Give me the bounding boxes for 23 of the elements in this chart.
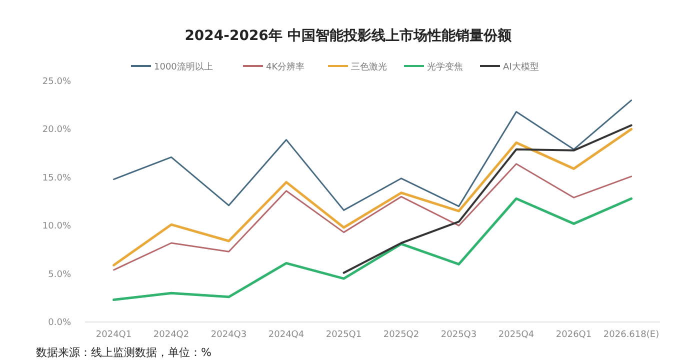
y-tick-label: 20.0% — [42, 125, 72, 136]
x-tick-label: 2024Q1 — [96, 330, 132, 340]
legend-label: 4K分辨率 — [266, 62, 305, 72]
x-tick-label: 2026.618(E) — [603, 330, 660, 340]
annotation: 数据来源：线上监测数据，单位：% — [36, 346, 212, 359]
legend-label: 光学变焦 — [427, 62, 463, 72]
x-tick-label: 2026Q1 — [556, 330, 592, 340]
y-tick-label: 0.0% — [48, 318, 72, 328]
x-tick-label: 2025Q4 — [498, 330, 534, 340]
y-tick-label: 25.0% — [42, 77, 72, 87]
x-tick-label: 2024Q2 — [153, 330, 190, 340]
title: 2024-2026年 中国智能投影线上市场性能销量份额 — [184, 28, 512, 44]
y-tick-label: 10.0% — [42, 222, 72, 232]
legend-label: 1000流明以上 — [154, 62, 213, 72]
x-tick-label: 2025Q3 — [440, 330, 477, 340]
x-tick-label: 2025Q1 — [326, 330, 362, 340]
x-tick-label: 2024Q3 — [210, 330, 247, 340]
x-tick-label: 2025Q2 — [383, 330, 420, 340]
x-tick-label: 2024Q4 — [268, 330, 304, 340]
y-tick-label: 15.0% — [42, 173, 72, 184]
y-tick-label: 5.0% — [48, 270, 72, 280]
legend-label: 三色激光 — [351, 62, 387, 72]
legend-label: AI大模型 — [503, 62, 539, 72]
